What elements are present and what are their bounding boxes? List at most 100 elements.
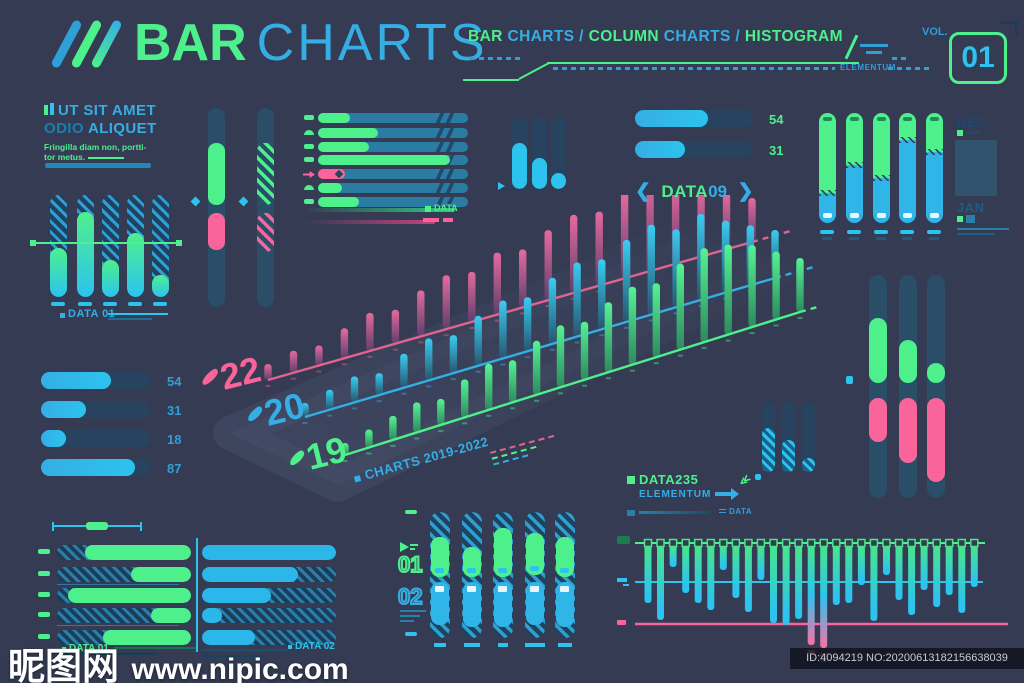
hist-cap [819,538,828,548]
iso-tick [342,460,348,462]
hist-cap [832,538,841,548]
tick-dash [902,237,912,240]
iso-tick [265,385,271,387]
hist-cap [781,538,791,548]
tick-dash [927,230,941,234]
iso-bar [604,302,613,373]
seg-mark [498,568,507,573]
hist-cap [731,538,741,548]
header-dashes [892,57,908,60]
hist-cap [681,538,690,548]
hist-cap [693,538,703,548]
bar-top-mark [930,117,939,121]
hist-cap [706,538,716,548]
subtitle-seg: CHARTS / [507,28,589,45]
row-label-02: 02 [397,583,424,610]
tornado-cyan-fill [202,545,336,560]
thin-rule [57,625,179,626]
column-seg-green [463,547,481,577]
corner-bracket [1015,21,1018,36]
arrow-icon [410,544,418,546]
iso-bar [485,363,493,410]
hist-bar [883,545,890,575]
hist-bar [782,545,790,625]
hatch-slash [435,183,445,193]
stacked-bar [899,113,916,223]
stacked-seg-green [926,113,943,152]
arrow-icon [303,171,315,178]
tornado-cyan-fill [202,608,222,623]
hatch-slash [445,169,455,179]
tick-dash [434,643,446,647]
iso-tick [599,334,605,337]
intro-icon [44,105,48,115]
chart-green-pink-triple [845,270,955,505]
chart-cyan-triple [498,112,578,197]
header-line-diag [518,62,550,80]
tornado-green-fill [131,567,191,582]
iso-tick [341,363,347,366]
intro-body-2: tor metus. [44,152,86,162]
progress-value: 31 [769,143,784,158]
hist-cap [769,538,778,548]
tornado-left-label: DATA 01 [69,643,109,654]
intro-heading2a: ODIO [44,120,84,137]
iso-tick [558,392,563,395]
capsule-track [208,108,225,307]
tornado-right-track [202,545,336,560]
hist-cap [744,538,753,548]
arrow-icon [410,548,415,550]
dash-icon [304,144,314,149]
iso-bar [556,325,565,388]
hist-bar [820,545,828,648]
hist-bar [732,545,740,598]
legend-square-icon [957,216,963,222]
hist-bar [694,545,702,603]
dash-icon [304,157,314,162]
subtitle-seg: BAR [468,28,508,45]
row-tick [38,571,50,576]
column-track-hatched [430,512,450,638]
tornado-cyan-fill [202,567,298,582]
chart-label: DATA 01 [68,308,116,320]
iso-tick [392,348,398,351]
capsule-seg-pink [257,213,274,252]
progress-fill [41,459,135,476]
tornado-right-track [202,588,336,603]
h-bar-track [318,128,468,138]
column-track-hatched [493,512,513,638]
stacked-seg-green [873,113,890,178]
tornado-right-track [202,630,336,645]
hatch-slash [435,113,445,123]
capsule-track [782,402,795,472]
thin-rule [57,584,179,585]
iso-tick [629,369,635,372]
iso-bar [417,290,425,337]
iso-bar [499,300,507,359]
iso-tick [401,392,407,395]
iso-bar [772,251,780,320]
hist-bar [744,545,752,612]
iso-tick [534,399,540,402]
column-seg-blue [494,582,512,627]
header-dashes [888,67,930,70]
hatch-slash [445,128,455,138]
iso-tick [510,407,516,410]
capsule-seg-pink [208,213,225,250]
hist-cap [894,538,904,548]
iso-tick [673,312,679,315]
capsule-bar [77,195,94,297]
tornado-right-label: DATA 02 [295,641,335,652]
progress-value: 54 [769,112,784,127]
progress-track [635,141,753,158]
row-tick [38,612,50,617]
stacked-seg-cyan [926,152,943,223]
header-deco-slash [844,34,859,60]
gradient-streak [303,208,455,212]
progress-value: 54 [167,374,182,389]
tick-dash [464,643,480,647]
data09-row: ❮ DATA09 ❯ [635,180,753,203]
iso-tick [605,377,611,380]
iso-bar [289,350,298,373]
chevron-right-icon: ❯ [737,181,754,202]
